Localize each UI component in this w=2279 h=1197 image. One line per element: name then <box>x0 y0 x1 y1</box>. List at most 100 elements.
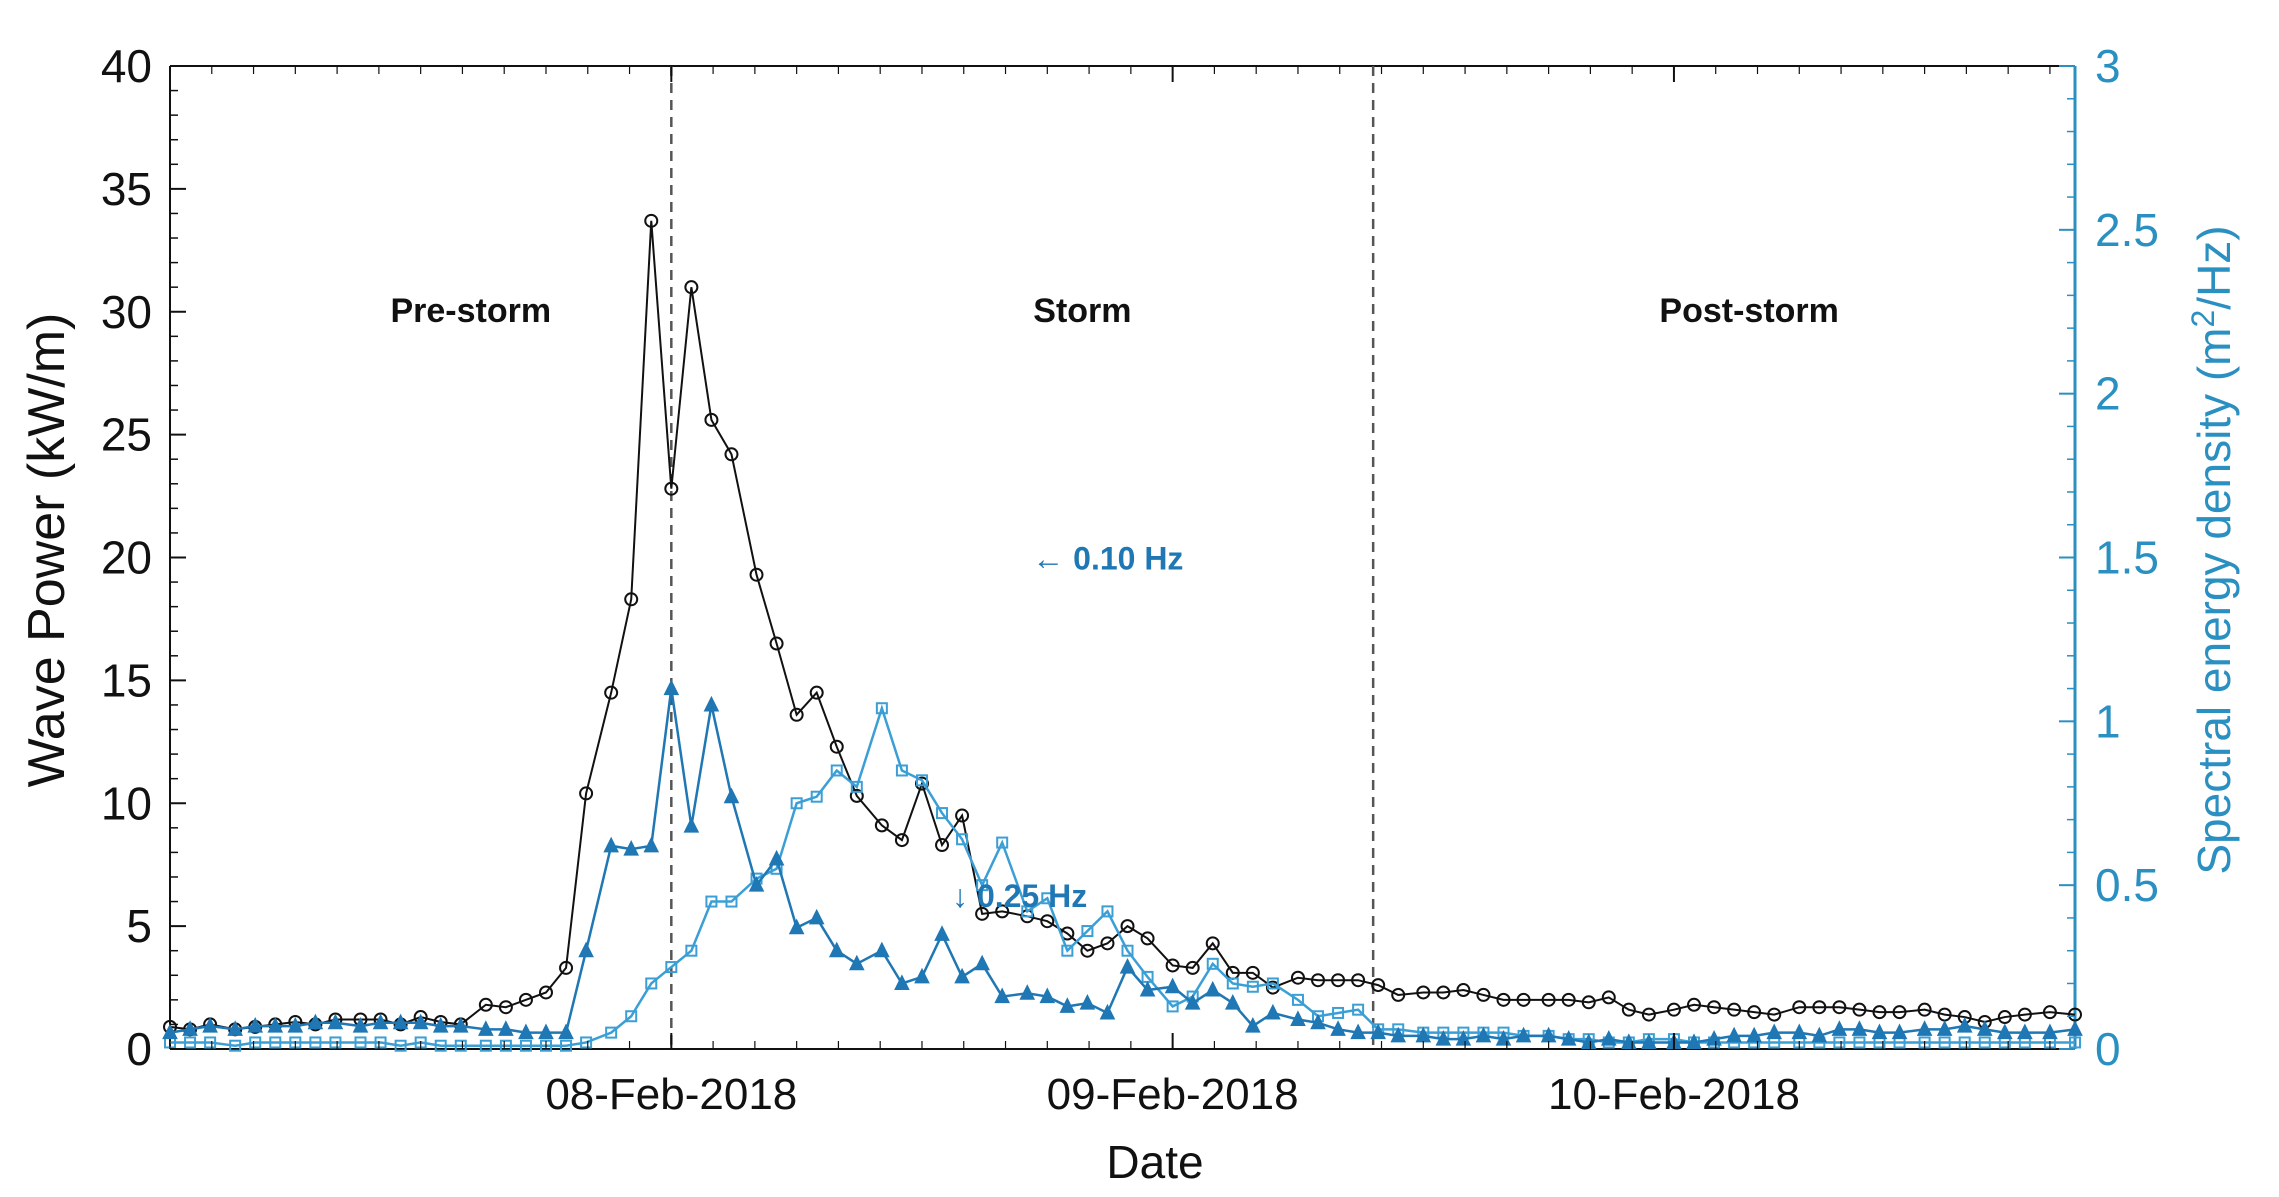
data-point-025hz <box>894 974 910 990</box>
data-point-010hz <box>229 1039 242 1052</box>
data-point-wave-power <box>1391 987 1406 1002</box>
data-point-025hz <box>748 876 765 892</box>
data-point-wave-power <box>1767 1007 1782 1022</box>
data-point-wave-power <box>1852 1002 1867 1017</box>
data-point-025hz <box>874 941 890 958</box>
left-tick-label: 0 <box>126 1023 152 1075</box>
data-point-025hz <box>1265 1003 1281 1020</box>
data-point-025hz <box>703 695 720 712</box>
data-point-025hz <box>643 836 660 853</box>
data-point-025hz <box>1706 1030 1722 1046</box>
data-point-010hz <box>810 790 823 803</box>
data-point-010hz <box>309 1036 322 1049</box>
data-point-010hz <box>1266 977 1279 990</box>
data-point-wave-power <box>1371 978 1386 993</box>
data-point-025hz <box>1641 1033 1657 1049</box>
data-point-010hz <box>875 702 888 715</box>
data-point-wave-power <box>2017 1007 2032 1022</box>
data-point-025hz <box>498 1020 514 1036</box>
data-point-010hz <box>645 977 658 990</box>
data-point-025hz <box>1766 1023 1783 1040</box>
data-point-025hz <box>954 967 970 984</box>
data-point-025hz <box>1580 1033 1597 1049</box>
data-point-025hz <box>287 1016 304 1033</box>
data-point-wave-power <box>538 985 553 1000</box>
data-point-025hz <box>267 1016 284 1033</box>
data-point-wave-power <box>1165 958 1180 973</box>
data-point-wave-power <box>664 481 679 496</box>
data-point-010hz <box>625 1010 638 1023</box>
data-point-025hz <box>663 679 680 696</box>
data-point-025hz <box>227 1020 243 1036</box>
data-point-010hz <box>560 1039 573 1052</box>
right-tick-label: 1 <box>2095 695 2121 747</box>
series-line-0-10-hz <box>170 704 2075 1047</box>
data-point-wave-power <box>1581 995 1596 1010</box>
phase-label: Pre-storm <box>390 292 551 330</box>
data-point-wave-power <box>624 592 639 607</box>
left-tick-label: 5 <box>126 900 152 952</box>
data-point-025hz <box>452 1016 469 1033</box>
data-point-025hz <box>2067 1020 2083 1036</box>
data-point-wave-power <box>849 788 864 803</box>
data-point-010hz <box>1938 1036 1951 1049</box>
data-point-wave-power <box>1100 936 1115 951</box>
data-point-010hz <box>850 780 863 793</box>
data-point-wave-power <box>1666 1002 1681 1017</box>
data-point-010hz <box>394 1039 407 1052</box>
data-point-wave-power <box>955 808 970 823</box>
annotation-arrow: ↓ <box>952 878 977 914</box>
data-point-wave-power <box>1516 992 1531 1007</box>
left-axis-title: Wave Power (kW/m) <box>18 313 76 788</box>
data-point-wave-power <box>2042 1005 2057 1020</box>
data-point-025hz <box>2017 1023 2033 1040</box>
data-point-025hz <box>1204 980 1221 997</box>
data-point-025hz <box>1039 987 1056 1004</box>
data-point-wave-power <box>1601 990 1616 1005</box>
data-point-010hz <box>1101 905 1114 918</box>
phase-label: Storm <box>1033 292 1131 330</box>
data-point-010hz <box>1853 1036 1866 1049</box>
data-point-025hz <box>1600 1030 1617 1046</box>
data-point-wave-power <box>1832 1000 1847 1015</box>
data-point-wave-power <box>1707 1000 1722 1015</box>
data-point-010hz <box>519 1039 532 1052</box>
data-point-025hz <box>1936 1020 1953 1036</box>
data-point-025hz <box>1726 1026 1742 1043</box>
data-point-wave-power <box>1205 936 1220 951</box>
data-point-wave-power <box>1245 965 1260 980</box>
data-point-010hz <box>830 764 843 777</box>
data-point-wave-power <box>724 447 739 462</box>
annotation-label: ↓ 0.25 Hz <box>952 878 1087 914</box>
data-point-wave-power <box>1892 1005 1907 1020</box>
data-point-025hz <box>1350 1023 1366 1040</box>
data-point-010hz <box>1833 1036 1846 1049</box>
data-point-025hz <box>683 817 700 833</box>
data-point-wave-power <box>1080 943 1095 958</box>
data-point-wave-power <box>935 838 950 853</box>
data-point-010hz <box>1246 980 1259 993</box>
data-point-025hz <box>1184 994 1201 1010</box>
data-point-wave-power <box>1185 960 1200 975</box>
series-line-0-25-hz <box>169 688 2076 1044</box>
data-point-010hz <box>1021 905 1034 918</box>
data-point-wave-power <box>1747 1005 1762 1020</box>
data-point-025hz <box>1891 1023 1908 1040</box>
data-point-025hz <box>578 941 594 958</box>
data-point-025hz <box>392 1013 409 1030</box>
left-tick-label: 10 <box>101 777 152 829</box>
data-point-wave-power <box>1311 973 1326 988</box>
data-point-010hz <box>790 797 803 810</box>
data-point-010hz <box>1121 944 1134 957</box>
data-point-wave-power <box>1456 983 1471 998</box>
data-point-025hz <box>603 836 619 853</box>
data-point-010hz <box>204 1036 217 1049</box>
data-point-025hz <box>307 1013 324 1030</box>
data-point-025hz <box>1997 1023 2013 1040</box>
data-point-wave-power <box>1496 992 1511 1007</box>
annotation-text: 0.10 Hz <box>1073 541 1183 577</box>
data-point-010hz <box>499 1039 512 1052</box>
data-point-025hz <box>1119 957 1136 974</box>
data-point-010hz <box>1041 892 1054 905</box>
data-point-025hz <box>994 987 1010 1004</box>
